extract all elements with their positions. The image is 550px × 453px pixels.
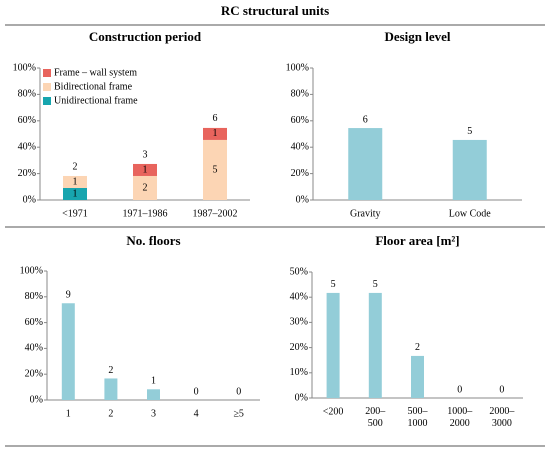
chart-title: Construction period xyxy=(89,29,202,44)
legend-swatch xyxy=(43,69,51,77)
bar-segment xyxy=(133,175,157,200)
count-label: 0 xyxy=(236,386,241,397)
bar xyxy=(348,128,383,200)
bar-segment xyxy=(63,175,87,188)
count-label: 2 xyxy=(108,365,113,376)
y-tick-label: 40% xyxy=(25,343,43,354)
y-tick-label: 80% xyxy=(291,89,309,100)
x-tick-label: <1971 xyxy=(62,208,88,219)
count-label: 2 xyxy=(143,182,148,193)
count-label: 0 xyxy=(499,384,504,395)
bar xyxy=(326,292,340,398)
count-label: 0 xyxy=(194,386,199,397)
bar xyxy=(452,139,487,200)
y-tick-label: 100% xyxy=(20,265,43,276)
x-tick-label: <200 xyxy=(323,406,344,417)
x-tick-label: Gravity xyxy=(350,208,381,219)
y-tick-label: 0% xyxy=(30,394,43,405)
bar-segment xyxy=(203,127,227,140)
x-tick-label: 3 xyxy=(151,408,156,419)
x-tick-label: 1971–1986 xyxy=(123,208,168,219)
count-label: 5 xyxy=(213,164,218,175)
legend-label: Bidirectional frame xyxy=(54,81,133,92)
x-tick-label: Low Code xyxy=(449,208,492,219)
bar xyxy=(104,378,118,400)
legend-label: Unidirectional frame xyxy=(54,95,138,106)
x-tick-label: 4 xyxy=(194,408,199,419)
y-tick-label: 100% xyxy=(286,62,309,73)
x-tick-label: 1987–2002 xyxy=(193,208,238,219)
y-tick-label: 40% xyxy=(290,291,308,302)
bar-segment xyxy=(133,163,157,176)
y-tick-label: 60% xyxy=(25,317,43,328)
total-label: 2 xyxy=(73,161,78,172)
legend-swatch xyxy=(43,97,51,105)
figure-title: RC structural units xyxy=(221,3,329,18)
legend-swatch xyxy=(43,83,51,91)
chart-title: No. floors xyxy=(126,233,180,248)
count-label: 1 xyxy=(143,164,148,175)
count-label: 1 xyxy=(213,128,218,139)
bar xyxy=(61,303,75,400)
count-label: 1 xyxy=(73,176,78,187)
y-tick-label: 20% xyxy=(25,368,43,379)
y-tick-label: 20% xyxy=(18,168,36,179)
count-label: 9 xyxy=(66,290,71,301)
x-tick-label: 1000– 2000 xyxy=(447,406,473,429)
chart-title: Design level xyxy=(384,29,450,44)
chart-title: Floor area [m²] xyxy=(375,233,459,248)
y-tick-label: 100% xyxy=(13,62,36,73)
y-tick-label: 40% xyxy=(291,141,309,152)
bar xyxy=(368,292,382,398)
y-tick-label: 0% xyxy=(23,194,36,205)
bar xyxy=(147,389,160,400)
x-tick-label: 1 xyxy=(66,408,71,419)
count-label: 5 xyxy=(467,126,472,137)
y-tick-label: 80% xyxy=(25,291,43,302)
bar xyxy=(411,355,424,398)
count-label: 1 xyxy=(151,376,156,387)
count-label: 0 xyxy=(457,384,462,395)
y-tick-label: 40% xyxy=(18,141,36,152)
y-tick-label: 0% xyxy=(295,392,308,403)
total-label: 3 xyxy=(143,149,148,160)
x-tick-label: ≥5 xyxy=(233,408,244,419)
y-tick-label: 0% xyxy=(296,194,309,205)
x-tick-label: 2000– 3000 xyxy=(489,406,515,429)
y-tick-label: 60% xyxy=(291,115,309,126)
y-tick-label: 60% xyxy=(18,115,36,126)
y-tick-label: 50% xyxy=(290,266,308,277)
bar-segment xyxy=(63,187,87,200)
count-label: 5 xyxy=(373,279,378,290)
count-label: 1 xyxy=(73,188,78,199)
count-label: 5 xyxy=(331,279,336,290)
y-tick-label: 10% xyxy=(290,367,308,378)
y-tick-label: 80% xyxy=(18,89,36,100)
total-label: 6 xyxy=(213,113,218,124)
count-label: 2 xyxy=(415,342,420,353)
count-label: 6 xyxy=(363,114,368,125)
y-tick-label: 30% xyxy=(290,317,308,328)
x-tick-label: 500– 1000 xyxy=(408,406,429,429)
x-tick-label: 200– 500 xyxy=(365,406,386,429)
y-tick-label: 20% xyxy=(291,168,309,179)
y-tick-label: 20% xyxy=(290,342,308,353)
bar-segment xyxy=(203,139,227,200)
legend-label: Frame – wall system xyxy=(54,67,137,78)
x-tick-label: 2 xyxy=(108,408,113,419)
